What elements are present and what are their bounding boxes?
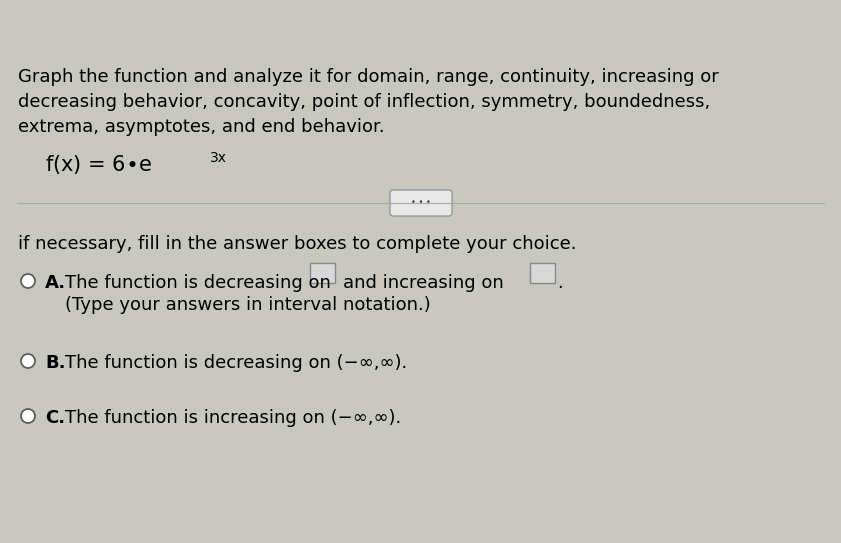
Circle shape (21, 274, 35, 288)
Text: C.: C. (45, 409, 65, 427)
Text: A.: A. (45, 274, 66, 292)
Text: .: . (557, 274, 563, 292)
Text: B.: B. (45, 354, 66, 372)
Text: 3x: 3x (210, 151, 227, 165)
Text: The function is decreasing on (−∞,∞).: The function is decreasing on (−∞,∞). (65, 354, 407, 372)
FancyBboxPatch shape (310, 263, 335, 283)
Text: (Type your answers in interval notation.): (Type your answers in interval notation.… (65, 296, 431, 314)
FancyBboxPatch shape (390, 190, 452, 216)
Text: f(x) = 6$\bullet$e: f(x) = 6$\bullet$e (45, 153, 152, 176)
Text: Graph the function and analyze it for domain, range, continuity, increasing or
d: Graph the function and analyze it for do… (18, 68, 719, 136)
Circle shape (21, 354, 35, 368)
Text: • • •: • • • (411, 198, 431, 206)
Circle shape (21, 409, 35, 423)
Text: if necessary, fill in the answer boxes to complete your choice.: if necessary, fill in the answer boxes t… (18, 235, 576, 253)
FancyBboxPatch shape (530, 263, 555, 283)
Text: and increasing on: and increasing on (343, 274, 504, 292)
Text: The function is increa​sing on (−∞,∞).: The function is increa​sing on (−∞,∞). (65, 409, 401, 427)
Text: The function is decreasing on: The function is decreasing on (65, 274, 331, 292)
